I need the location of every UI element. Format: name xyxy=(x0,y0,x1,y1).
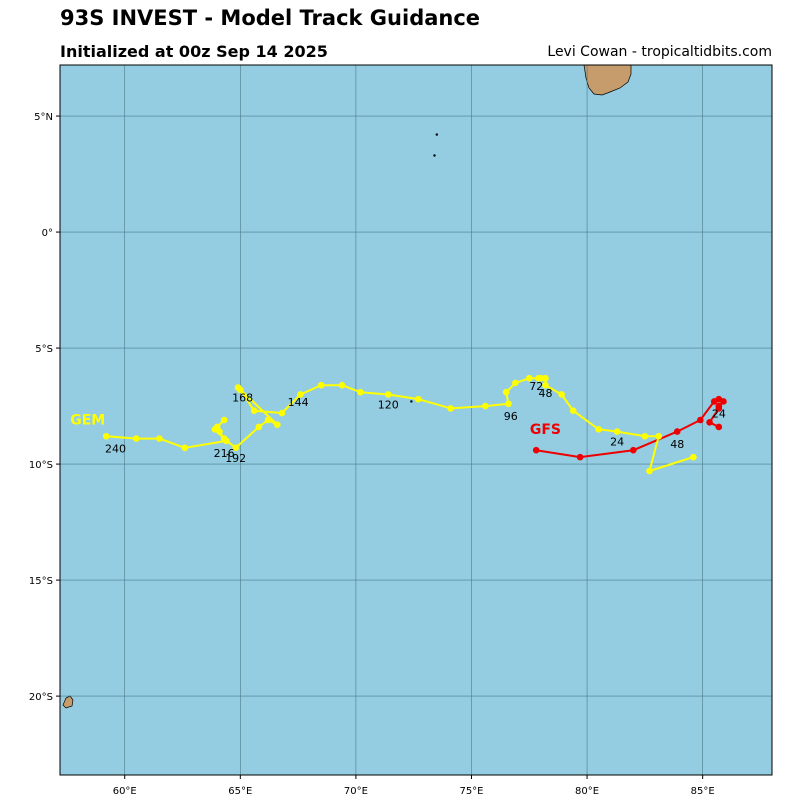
gem-forecast-hour-label: 72 xyxy=(529,380,543,393)
gem-track-point xyxy=(447,405,454,412)
model-tracks xyxy=(102,374,727,475)
gem-forecast-hour-label: 168 xyxy=(232,391,253,404)
lat-tick-label: 5°S xyxy=(35,344,53,355)
lon-tick-label: 85°E xyxy=(691,786,715,797)
gem-track-point xyxy=(415,395,422,403)
gem-model-label: GEM xyxy=(70,413,105,429)
mauritius-landmass xyxy=(62,695,74,709)
gfs-track-point xyxy=(673,428,681,435)
gem-track-point xyxy=(181,444,189,452)
gem-track-point xyxy=(595,425,602,433)
gem-track-point xyxy=(223,437,230,445)
gem-track-point xyxy=(613,428,621,435)
gem-track-point xyxy=(502,388,510,396)
gem-track-point xyxy=(512,379,519,387)
lat-tick-label: 20°S xyxy=(29,692,53,703)
sri-lanka-landmass xyxy=(583,65,632,96)
gem-track-point xyxy=(542,374,549,382)
gem-track-point xyxy=(278,409,286,417)
gem-forecast-hour-label: 24 xyxy=(610,436,624,449)
gfs-track-point xyxy=(629,446,637,454)
gem-forecast-hour-label: 240 xyxy=(105,442,126,455)
maldives-islet-1 xyxy=(435,133,439,136)
gem-track-point xyxy=(641,432,649,440)
gem-track-point xyxy=(264,416,272,424)
lon-tick-label: 80°E xyxy=(575,786,599,797)
gfs-track-point xyxy=(576,453,584,461)
chagos-islet xyxy=(410,400,413,403)
gfs-track-point xyxy=(710,398,718,405)
plot-frame xyxy=(59,64,773,776)
lon-tick-label: 75°E xyxy=(459,786,483,797)
gem-forecast-hour-label: 48 xyxy=(670,438,684,451)
gem-track-point xyxy=(156,435,163,442)
gem-track-point xyxy=(132,435,140,442)
gfs-track-point xyxy=(706,419,713,426)
gem-track-point xyxy=(505,400,512,408)
gem-track-point xyxy=(357,388,364,396)
gem-track-point xyxy=(558,391,565,398)
gem-track-point xyxy=(338,381,346,389)
gfs-track-point xyxy=(697,416,704,424)
gem-track-point xyxy=(535,374,542,382)
init-time-subtitle: Initialized at 00z Sep 14 2025 xyxy=(60,42,328,61)
gem-track-point xyxy=(690,453,697,461)
gfs-track-point xyxy=(532,446,540,454)
gem-track-point xyxy=(255,423,263,431)
gem-track-point xyxy=(525,374,533,382)
gem-track-point xyxy=(655,432,663,440)
gfs-track-point xyxy=(715,423,723,431)
chart-title: 93S INVEST - Model Track Guidance xyxy=(60,6,481,30)
gem-track-point xyxy=(482,402,489,410)
lat-tick-label: 15°S xyxy=(29,576,53,587)
lon-tick-label: 60°E xyxy=(113,786,137,797)
lon-tick-label: 65°E xyxy=(228,786,252,797)
land-layer xyxy=(62,65,632,709)
gem-track-point xyxy=(542,381,549,389)
gem-track-point xyxy=(250,407,258,415)
gem-track-point xyxy=(211,425,219,433)
gem-track-point xyxy=(297,391,304,398)
lat-tick-label: 5°N xyxy=(34,112,53,123)
credit-text: Levi Cowan - tropicaltidbits.com xyxy=(547,44,772,60)
gem-track-point xyxy=(273,421,281,428)
gem-forecast-hour-label: 48 xyxy=(538,387,552,400)
gem-forecast-hour-label: 216 xyxy=(214,447,235,460)
gfs-model-label: GFS xyxy=(530,422,561,438)
lat-tick-label: 0° xyxy=(42,228,53,239)
gem-track-point xyxy=(220,416,228,424)
gfs-forecast-hour-label: 24 xyxy=(712,408,726,421)
gem-track-point xyxy=(384,391,392,398)
gem-forecast-hour-label: 120 xyxy=(378,398,399,411)
maldives-islet-2 xyxy=(433,154,436,157)
lat-tick-label: 10°S xyxy=(29,460,53,471)
gem-track-point xyxy=(232,444,239,452)
ocean-background xyxy=(60,65,772,775)
gem-track-point xyxy=(569,407,577,415)
gfs-track-point xyxy=(715,402,723,410)
gem-track-point xyxy=(646,467,653,475)
gem-track-point xyxy=(234,384,242,391)
axes: 60°E 65°E 70°E 75°E 80°E 85°E 5°N 0° 5°S 10°S 15°S… xyxy=(29,112,715,797)
lon-tick-label: 70°E xyxy=(344,786,368,797)
gem-forecast-hour-label: 192 xyxy=(225,452,246,465)
gem-track-point xyxy=(102,432,110,440)
gem-forecast-hour-label: 144 xyxy=(288,396,309,409)
gem-track-point xyxy=(317,381,325,389)
gem-forecast-hour-label: 96 xyxy=(504,410,518,423)
